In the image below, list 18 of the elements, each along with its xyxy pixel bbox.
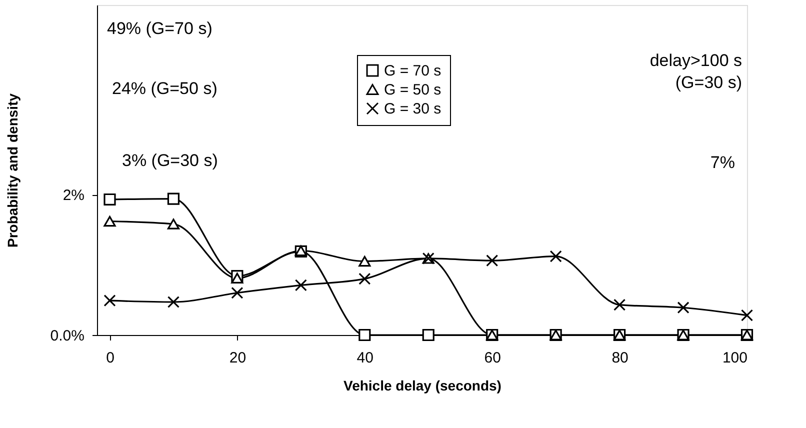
annotation: delay>100 s (G=30 s)	[650, 51, 742, 92]
x-tick-label: 100	[722, 350, 748, 366]
x-tick-label: 40	[356, 350, 374, 366]
legend-label: G = 50 s	[384, 82, 442, 98]
y-tick-label: 0.0%	[50, 328, 84, 344]
annotation: 24% (G=50 s)	[112, 79, 218, 98]
annotation: 49% (G=70 s)	[107, 19, 212, 38]
y-axis-title: Probability and density	[4, 93, 20, 248]
x-tick-label: 60	[484, 350, 501, 366]
x-axis-title: Vehicle delay (seconds)	[344, 378, 502, 394]
y-tick-label: 2%	[62, 187, 84, 204]
x-tick-label: 80	[612, 350, 628, 366]
legend-label: G = 30 s	[384, 100, 442, 118]
annotation: 7%	[710, 153, 735, 172]
annotation: 3% (G=30 s)	[122, 151, 218, 170]
legend-label: G = 70 s	[384, 62, 442, 80]
x-tick-label: 0	[106, 350, 114, 366]
x-tick-label: 20	[229, 350, 246, 366]
